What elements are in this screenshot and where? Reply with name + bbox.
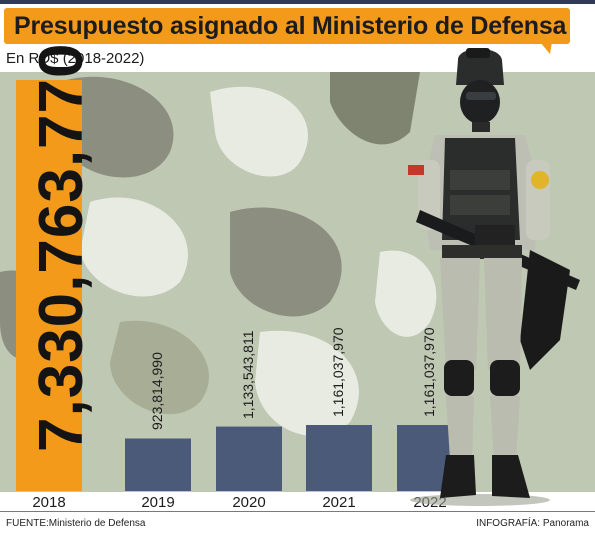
credit-note: INFOGRAFÍA: Panorama <box>476 518 589 529</box>
bar-2020 <box>216 426 282 491</box>
category-label-2018: 2018 <box>32 494 66 511</box>
category-label-2020: 2020 <box>232 494 266 511</box>
source-note: FUENTE:Ministerio de Defensa <box>6 518 146 529</box>
chart-title: Presupuesto asignado al Ministerio de De… <box>14 12 567 40</box>
bar-2018 <box>16 80 82 491</box>
soldier-illustration <box>408 48 580 506</box>
value-label-2018: 7,330,763,770 <box>27 42 96 453</box>
chart-subtitle: En RD$ (2018-2022) <box>6 50 145 67</box>
title-banner: Presupuesto asignado al Ministerio de De… <box>4 8 570 54</box>
value-label-2021: 1,161,037,970 <box>330 327 346 417</box>
bar-2021 <box>306 425 372 491</box>
banner-tail <box>540 42 552 54</box>
value-label-2019: 923,814,990 <box>149 352 165 431</box>
footer-rule <box>0 511 595 512</box>
value-label-2020: 1,133,543,811 <box>240 330 256 419</box>
category-label-2019: 2019 <box>141 494 175 511</box>
bar-2019 <box>125 438 191 491</box>
category-label-2021: 2021 <box>322 494 356 511</box>
top-rule <box>0 0 595 4</box>
